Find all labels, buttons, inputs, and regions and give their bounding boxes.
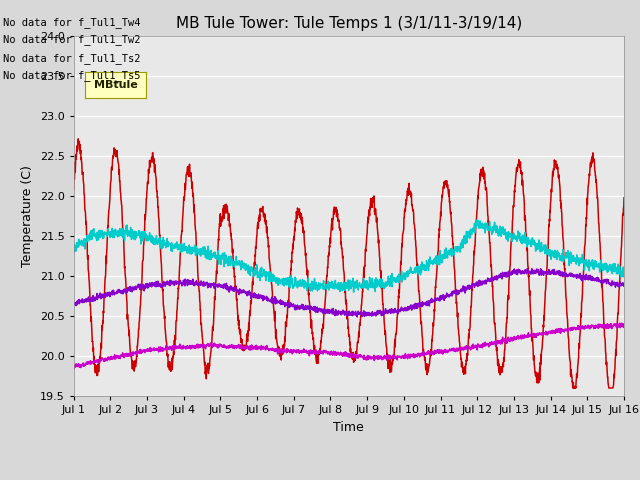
Tul1_Ts-32cm — [504, 340, 511, 346]
Tul1_Tw+10cm — [74, 136, 82, 142]
Tul1_Ts-32cm — [338, 352, 346, 358]
Tul1_Tw+10cm — [323, 273, 331, 278]
Tul1_Ts-16cm — [323, 308, 330, 314]
Tul1_Ts-8cm — [620, 270, 628, 276]
Tul1_Ts-32cm — [70, 366, 77, 372]
Tul1_Ts-8cm — [323, 282, 330, 288]
Title: MB Tule Tower: Tule Temps 1 (3/1/11-3/19/14): MB Tule Tower: Tule Temps 1 (3/1/11-3/19… — [175, 16, 522, 31]
Tul1_Ts-8cm — [472, 217, 480, 223]
Tul1_Ts-16cm — [605, 279, 612, 285]
Tul1_Ts-16cm — [504, 272, 511, 278]
Tul1_Ts-32cm — [604, 323, 612, 329]
Line: Tul1_Ts-32cm: Tul1_Ts-32cm — [74, 323, 624, 369]
Text: No data for f_Tul1_Ts2: No data for f_Tul1_Ts2 — [3, 53, 141, 64]
Tul1_Ts-16cm — [620, 282, 628, 288]
Text: No data for f_Tul1_Ts5: No data for f_Tul1_Ts5 — [3, 71, 141, 82]
Tul1_Ts-32cm — [604, 325, 612, 331]
Tul1_Ts-16cm — [353, 314, 361, 320]
Text: No data for f_Tul1_Tw4: No data for f_Tul1_Tw4 — [3, 17, 141, 28]
Tul1_Ts-8cm — [70, 250, 77, 256]
Tul1_Tw+10cm — [604, 382, 612, 387]
Tul1_Tw+10cm — [338, 245, 346, 251]
Text: No data for f_Tul1_Tw2: No data for f_Tul1_Tw2 — [3, 35, 141, 46]
Line: Tul1_Tw+10cm: Tul1_Tw+10cm — [74, 139, 624, 388]
Tul1_Ts-8cm — [337, 280, 345, 286]
Tul1_Ts-8cm — [504, 231, 511, 237]
Tul1_Tw+10cm — [605, 384, 612, 390]
Tul1_Ts-32cm — [70, 363, 77, 369]
Tul1_Ts-16cm — [604, 277, 612, 283]
Tul1_Ts-32cm — [616, 320, 624, 326]
Tul1_Ts-16cm — [70, 302, 77, 308]
Legend: Tul1_Tw+10cm, Tul1_Ts-8cm, Tul1_Ts-16cm, Tul1_Ts-32cm: Tul1_Tw+10cm, Tul1_Ts-8cm, Tul1_Ts-16cm,… — [127, 479, 570, 480]
Tul1_Ts-32cm — [620, 322, 628, 327]
Tul1_Ts-16cm — [98, 292, 106, 298]
X-axis label: Time: Time — [333, 420, 364, 433]
Tul1_Tw+10cm — [70, 187, 77, 192]
Tul1_Ts-16cm — [524, 265, 531, 271]
Tul1_Ts-8cm — [98, 233, 106, 239]
Tul1_Ts-8cm — [604, 268, 612, 274]
Tul1_Ts-32cm — [98, 355, 106, 360]
Tul1_Ts-8cm — [605, 266, 612, 272]
Tul1_Ts-16cm — [337, 309, 345, 314]
Tul1_Ts-32cm — [323, 349, 331, 355]
Y-axis label: Temperature (C): Temperature (C) — [21, 165, 34, 267]
Line: Tul1_Ts-16cm: Tul1_Ts-16cm — [74, 268, 624, 317]
Line: Tul1_Ts-8cm: Tul1_Ts-8cm — [74, 220, 624, 292]
Text: MBtule: MBtule — [93, 80, 138, 90]
Tul1_Tw+10cm — [98, 323, 106, 329]
Tul1_Tw+10cm — [569, 385, 577, 391]
Tul1_Tw+10cm — [620, 195, 628, 201]
Tul1_Tw+10cm — [504, 315, 511, 321]
Tul1_Ts-8cm — [350, 289, 358, 295]
